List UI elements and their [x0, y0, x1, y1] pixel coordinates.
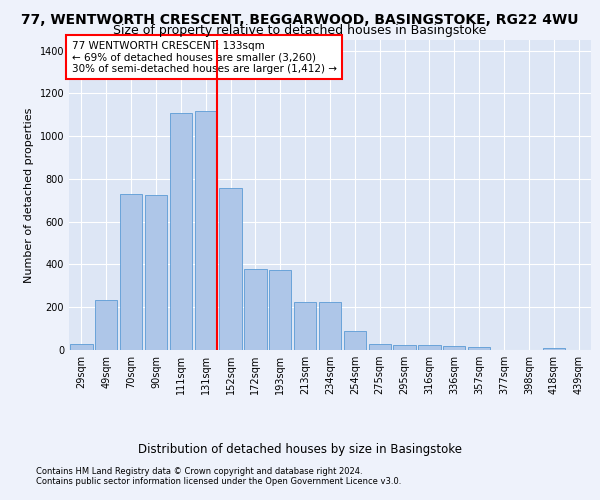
Bar	[344, 331, 366, 350]
Text: Contains public sector information licensed under the Open Government Licence v3: Contains public sector information licen…	[36, 478, 401, 486]
Bar	[170, 112, 192, 350]
Text: 77 WENTWORTH CRESCENT: 133sqm
← 69% of detached houses are smaller (3,260)
30% o: 77 WENTWORTH CRESCENT: 133sqm ← 69% of d…	[71, 40, 337, 74]
Text: 77, WENTWORTH CRESCENT, BEGGARWOOD, BASINGSTOKE, RG22 4WU: 77, WENTWORTH CRESCENT, BEGGARWOOD, BASI…	[21, 12, 579, 26]
Bar	[542, 348, 565, 350]
Bar	[70, 344, 92, 350]
Bar	[220, 188, 242, 350]
Bar	[319, 302, 341, 350]
Bar	[244, 269, 266, 350]
Y-axis label: Number of detached properties: Number of detached properties	[24, 108, 34, 282]
Bar	[145, 195, 167, 350]
Bar	[468, 348, 490, 350]
Bar	[194, 110, 217, 350]
Bar	[95, 300, 118, 350]
Bar	[294, 302, 316, 350]
Bar	[368, 344, 391, 350]
Bar	[394, 344, 416, 350]
Bar	[418, 346, 440, 350]
Text: Size of property relative to detached houses in Basingstoke: Size of property relative to detached ho…	[113, 24, 487, 37]
Bar	[443, 346, 466, 350]
Bar	[120, 194, 142, 350]
Bar	[269, 270, 292, 350]
Text: Contains HM Land Registry data © Crown copyright and database right 2024.: Contains HM Land Registry data © Crown c…	[36, 468, 362, 476]
Text: Distribution of detached houses by size in Basingstoke: Distribution of detached houses by size …	[138, 442, 462, 456]
